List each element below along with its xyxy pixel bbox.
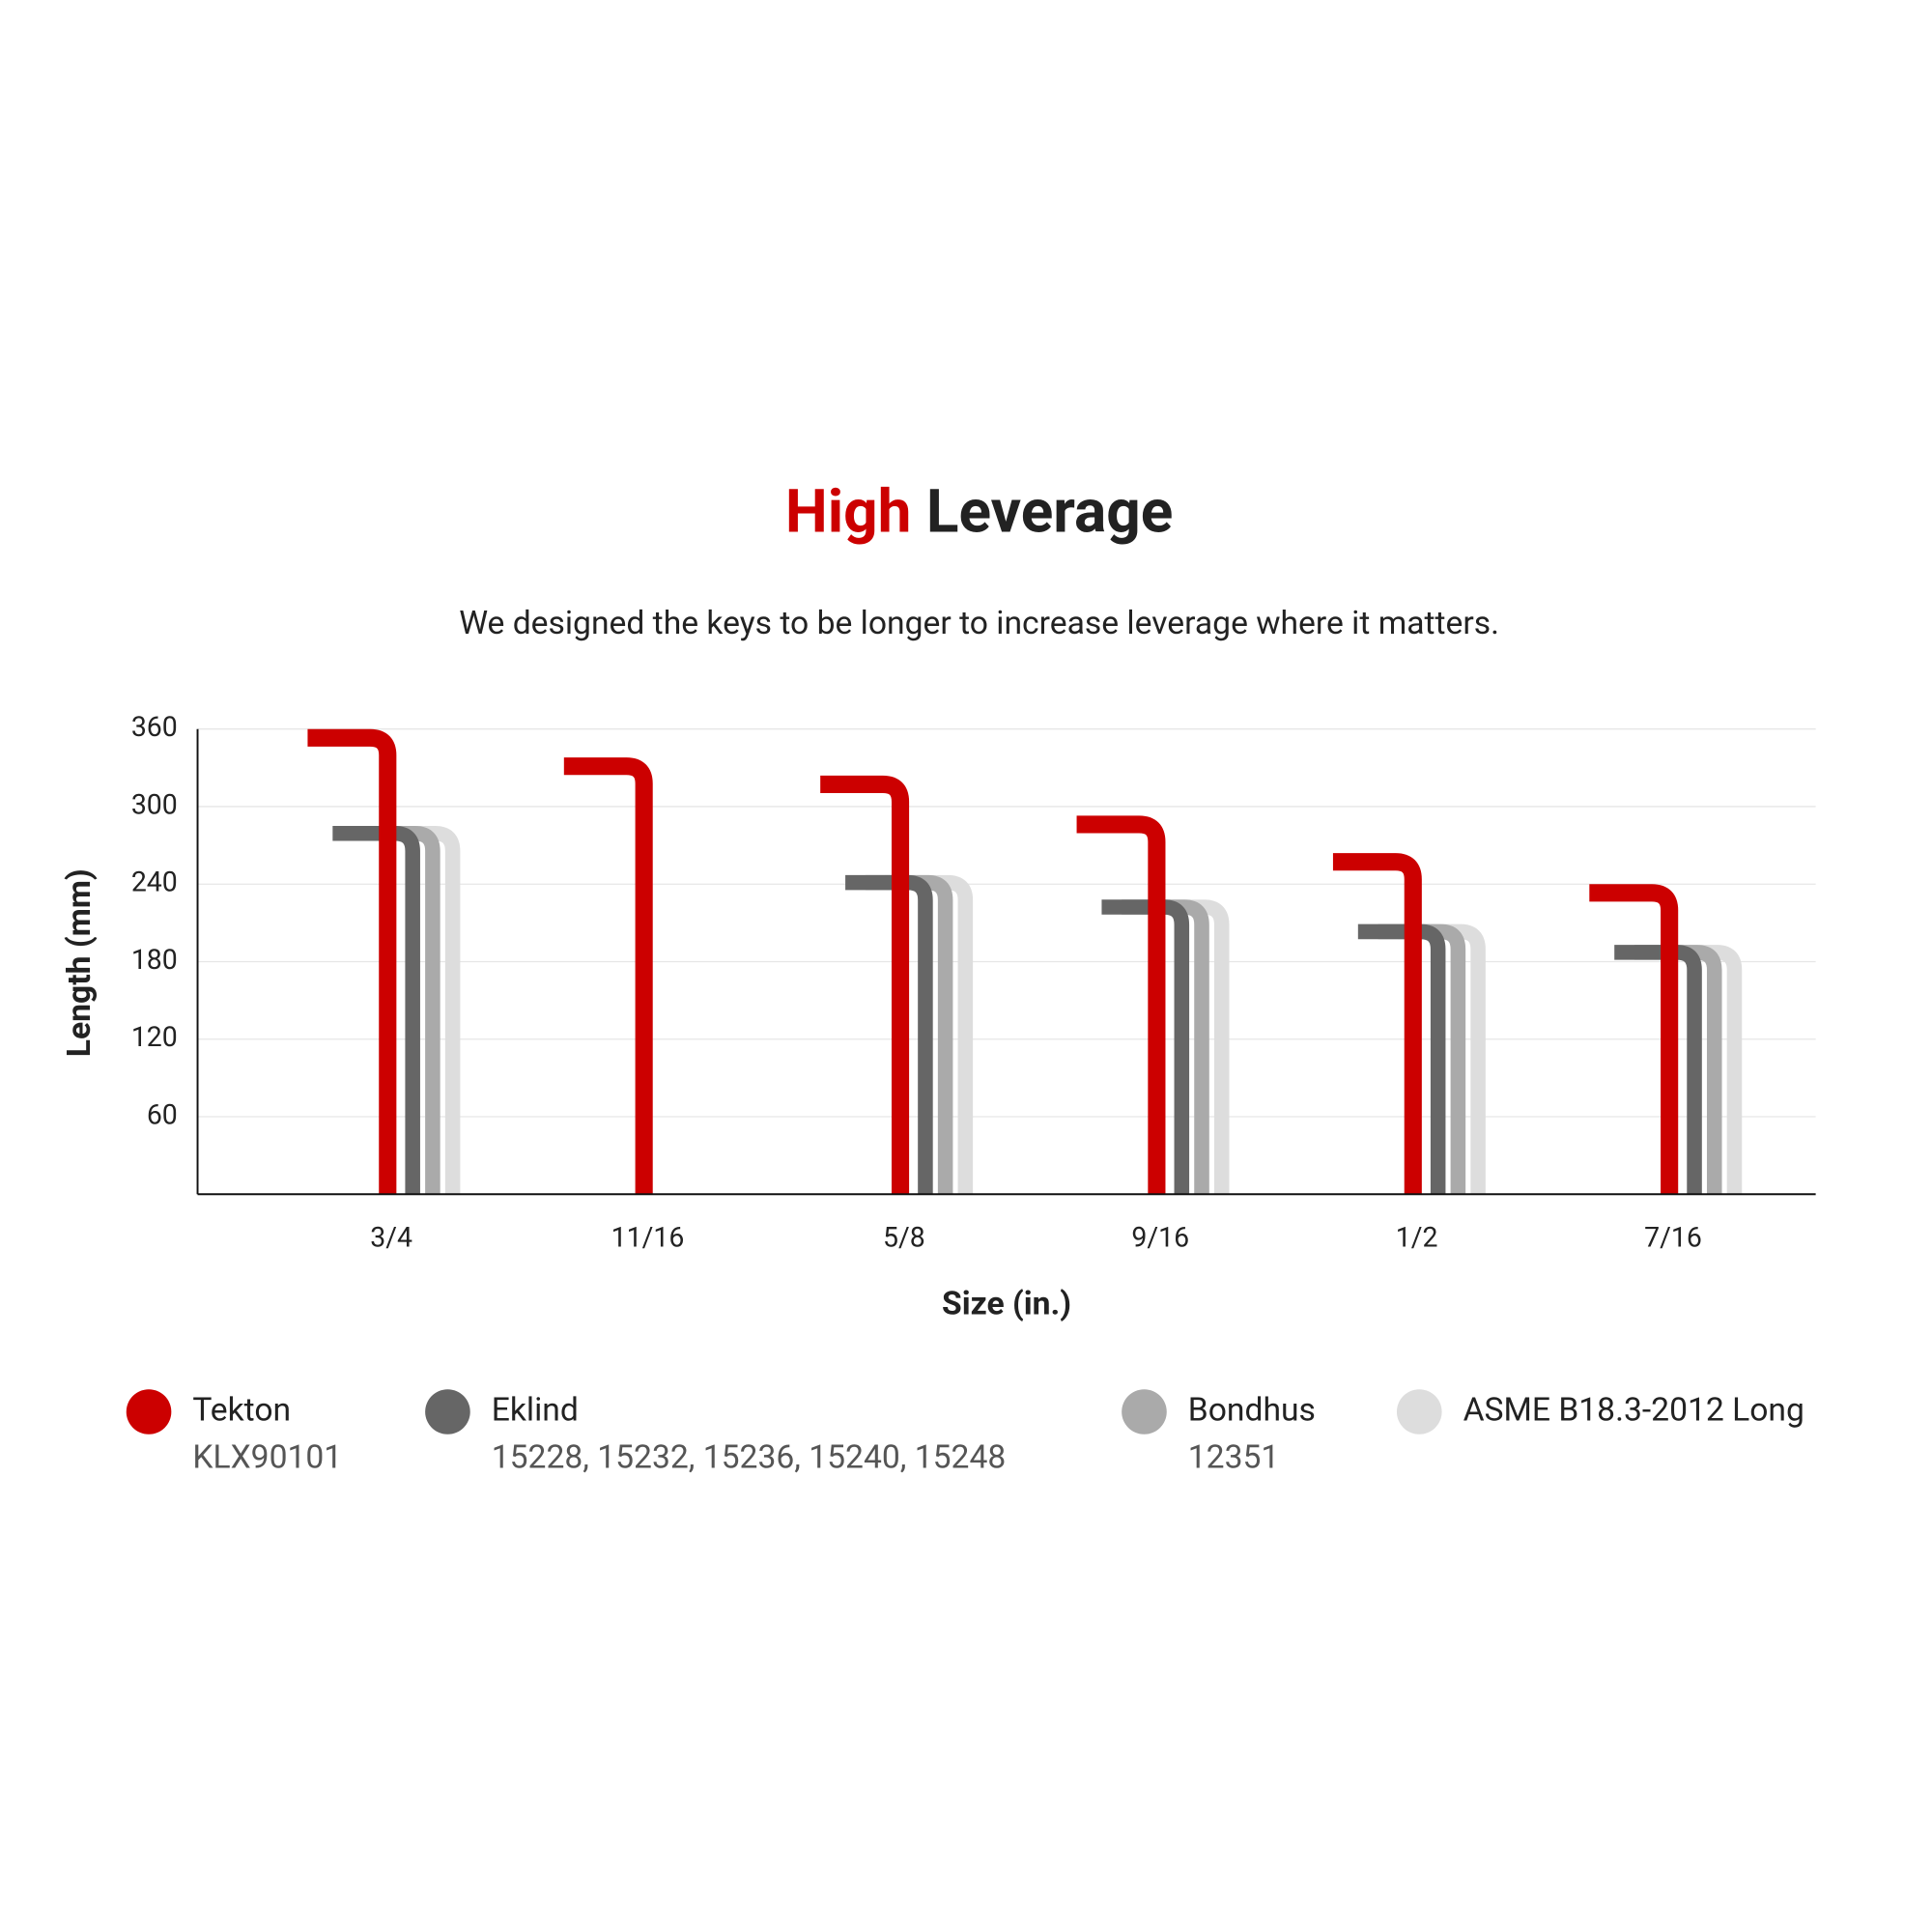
- legend-label: Bondhus: [1188, 1391, 1316, 1429]
- title-rest: Leverage: [926, 477, 1173, 548]
- x-tick-label: 11/16: [611, 1221, 685, 1253]
- x-axis-title: Size (in.): [942, 1285, 1071, 1322]
- y-tick-label: 360: [131, 711, 178, 743]
- hex-key: [372, 826, 461, 1195]
- legend-label: Eklind: [492, 1391, 579, 1429]
- legend-label: Tekton: [192, 1391, 291, 1429]
- hex-key: [1589, 884, 1679, 1195]
- hex-key: [1332, 853, 1422, 1195]
- hex-key: [865, 874, 953, 1195]
- hex-key: [1141, 899, 1230, 1195]
- legend-swatch: [126, 1389, 172, 1435]
- hex-key: [1614, 945, 1702, 1195]
- legend-label: ASME B18.3-2012 Long: [1463, 1391, 1804, 1429]
- y-tick-label: 60: [147, 1099, 178, 1131]
- y-tick-label: 180: [131, 944, 178, 976]
- hex-key: [353, 826, 440, 1195]
- hex-key: [307, 728, 397, 1195]
- legend-model: 15228, 15232, 15236, 15240, 15248: [492, 1439, 1007, 1477]
- x-tick-label: 5/8: [883, 1221, 925, 1253]
- x-tick-label: 7/16: [1644, 1221, 1702, 1253]
- hex-key: [1076, 815, 1166, 1195]
- hex-key: [1357, 923, 1446, 1195]
- legend-swatch: [1396, 1389, 1442, 1435]
- hex-key: [1398, 923, 1486, 1195]
- hex-key: [1378, 923, 1466, 1195]
- hex-key: [820, 775, 910, 1195]
- legend-swatch: [1122, 1389, 1167, 1435]
- legend-model: KLX90101: [192, 1439, 342, 1477]
- chart-title: High Leverage: [785, 477, 1173, 548]
- y-tick-label: 120: [131, 1021, 178, 1053]
- title-highlight: High: [785, 477, 912, 548]
- hex-key: [885, 874, 974, 1195]
- y-axis-title: Length (mm): [61, 868, 99, 1057]
- legend-model: 12351: [1188, 1439, 1280, 1477]
- x-tick-label: 3/4: [370, 1221, 412, 1253]
- hex-key: [845, 874, 933, 1195]
- hex-key: [332, 826, 420, 1195]
- legend-swatch: [425, 1389, 470, 1435]
- subtitle: We designed the keys to be longer to inc…: [459, 605, 1499, 642]
- hex-key: [1122, 899, 1209, 1195]
- hex-key: [1101, 899, 1190, 1195]
- y-tick-label: 240: [131, 867, 178, 898]
- x-tick-label: 9/16: [1131, 1221, 1189, 1253]
- x-tick-label: 1/2: [1396, 1221, 1438, 1253]
- hex-key: [1654, 945, 1743, 1195]
- y-tick-label: 300: [131, 788, 178, 820]
- hex-key: [1634, 945, 1722, 1195]
- hex-key: [563, 757, 653, 1195]
